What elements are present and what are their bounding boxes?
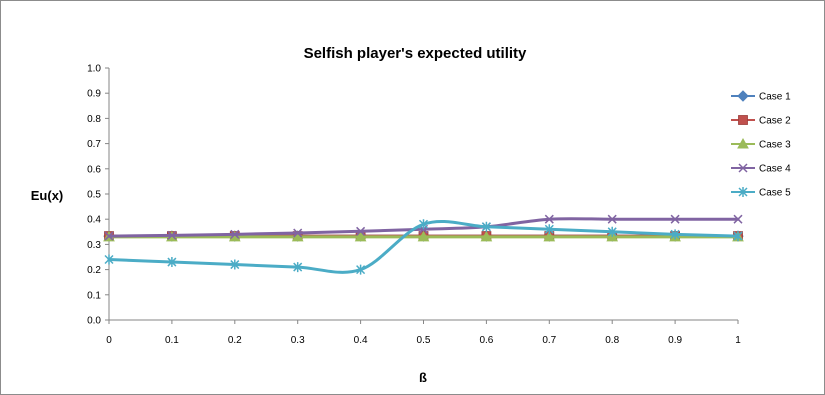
legend-label: Case 2	[759, 116, 791, 127]
y-tick-label: 0.8	[87, 114, 101, 125]
x-tick-label: 0.5	[417, 335, 431, 346]
data-point	[293, 262, 303, 273]
legend-label: Case 5	[759, 188, 791, 199]
y-tick-label: 0.7	[87, 139, 101, 150]
data-point	[354, 230, 367, 242]
series-4	[104, 214, 743, 241]
data-point	[356, 264, 366, 275]
data-point	[544, 214, 554, 224]
x-tick-label: 0.4	[354, 335, 368, 346]
legend-marker	[738, 115, 748, 125]
legend-marker	[737, 90, 749, 102]
x-tick-label: 0.2	[228, 335, 242, 346]
legend-label: Case 4	[759, 164, 791, 175]
data-point	[104, 254, 114, 265]
data-point	[167, 257, 177, 268]
data-point	[104, 231, 114, 241]
data-point	[356, 226, 366, 236]
y-tick-label: 0.5	[87, 190, 101, 201]
x-tick-label: 0.1	[165, 335, 179, 346]
x-tick-label: 0.3	[291, 335, 305, 346]
data-point	[480, 230, 493, 242]
axes: 0.0 0.1 0.2 0.3 0.4 0.5 0.6 0.7 0.8 0.9 1.0 0 0.1 0.2…	[87, 64, 741, 347]
legend-marker	[738, 163, 748, 173]
x-tick-label: 0	[106, 335, 112, 346]
chart-title: Selfish player's expected utility	[304, 45, 527, 62]
data-point	[543, 230, 556, 242]
x-axis-label: ß	[419, 370, 427, 385]
legend: Case 1 Case 2 Case 3 Case 4 Case 5	[731, 90, 791, 199]
y-tick-label: 0.6	[87, 164, 101, 175]
y-tick-label: 0.1	[87, 290, 101, 301]
x-tick-label: 1	[735, 335, 741, 346]
legend-marker	[737, 137, 749, 149]
data-point	[733, 231, 743, 242]
legend-item: Case 1	[731, 90, 791, 103]
data-point	[544, 224, 554, 235]
x-tick-label: 0.6	[479, 335, 493, 346]
legend-item: Case 5	[731, 187, 791, 199]
data-point	[418, 219, 429, 230]
y-tick-label: 0.4	[87, 215, 101, 226]
data-point	[607, 226, 617, 237]
data-point	[607, 214, 617, 224]
y-tick-label: 0.0	[87, 316, 101, 327]
data-point	[230, 229, 240, 239]
y-tick-label: 0.3	[87, 240, 101, 251]
legend-marker	[738, 187, 748, 197]
y-tick-label: 0.9	[87, 89, 101, 100]
legend-label: Case 1	[759, 92, 791, 103]
data-point	[167, 230, 177, 240]
x-tick-label: 0.9	[668, 335, 682, 346]
y-axis-label: Eu(x)	[31, 188, 64, 203]
x-tick-label: 0.8	[605, 335, 619, 346]
data-point	[293, 228, 303, 238]
legend-item: Case 4	[731, 163, 791, 175]
data-point	[230, 259, 240, 270]
data-point	[670, 229, 680, 240]
legend-item: Case 3	[731, 137, 791, 151]
y-tick-label: 0.2	[87, 265, 101, 276]
data-point	[481, 221, 491, 232]
data-point	[733, 214, 743, 224]
series-5	[104, 219, 743, 275]
data-point	[417, 230, 430, 242]
x-tick-label: 0.7	[542, 335, 556, 346]
y-tick-label: 1.0	[87, 64, 101, 75]
legend-item: Case 2	[731, 115, 791, 127]
data-point	[670, 214, 680, 224]
series-layer	[103, 214, 744, 275]
legend-label: Case 3	[759, 140, 791, 151]
